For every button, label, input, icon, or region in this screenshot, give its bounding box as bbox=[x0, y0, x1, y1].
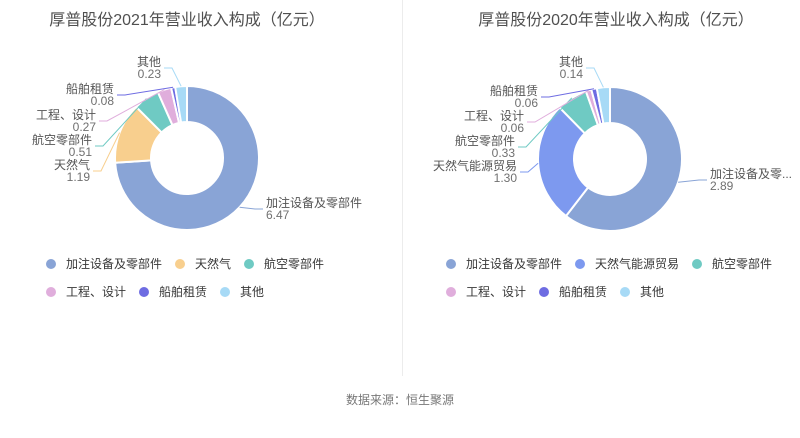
legend-label: 航空零部件 bbox=[712, 257, 773, 271]
callout-value-3: 0.27 bbox=[73, 120, 97, 134]
legend-item-5[interactable]: 其他 bbox=[620, 285, 664, 299]
legend-label: 天然气能源贸易 bbox=[595, 257, 680, 271]
legend-label: 工程、设计 bbox=[466, 285, 527, 299]
callout-label-3: 工程、设计 bbox=[36, 107, 96, 122]
callout-value-0: 2.89 bbox=[710, 179, 734, 193]
legend-dot-icon bbox=[446, 259, 456, 269]
legend-label: 工程、设计 bbox=[66, 285, 127, 299]
legend-row: 加注设备及零部件 天然气能源贸易 航空零部件 bbox=[446, 257, 785, 271]
callout-label-0: 加注设备及零... bbox=[710, 166, 792, 181]
callout-label-5: 其他 bbox=[137, 55, 161, 69]
donut-chart-2020: 加注设备及零...2.89天然气能源贸易1.30航空零部件0.33工程、设计0.… bbox=[433, 55, 792, 232]
callout-label-3: 工程、设计 bbox=[464, 108, 524, 123]
pie-slice-5[interactable] bbox=[174, 85, 188, 124]
callout-value-2: 0.51 bbox=[69, 145, 93, 159]
label-line-3 bbox=[527, 89, 589, 123]
callout-value-5: 0.23 bbox=[138, 67, 162, 81]
legend-label: 船舶租赁 bbox=[159, 285, 208, 299]
callout-label-5: 其他 bbox=[559, 55, 583, 69]
callout-label-2: 航空零部件 bbox=[455, 133, 515, 148]
label-line-0 bbox=[678, 179, 707, 183]
callout-value-4: 0.06 bbox=[515, 96, 539, 110]
legend-label: 天然气 bbox=[195, 257, 232, 271]
legend-label: 船舶租赁 bbox=[559, 285, 608, 299]
legend-2021: 加注设备及零部件 天然气 航空零部件工程、设计 船舶租赁 其他 bbox=[46, 257, 337, 313]
legend-item-2[interactable]: 航空零部件 bbox=[244, 257, 324, 271]
legend-row: 工程、设计 船舶租赁 其他 bbox=[46, 285, 337, 299]
legend-row: 工程、设计 船舶租赁 其他 bbox=[446, 285, 785, 299]
callout-value-5: 0.14 bbox=[560, 67, 584, 81]
legend-item-0[interactable]: 加注设备及零部件 bbox=[446, 257, 562, 271]
legend-dot-icon bbox=[575, 259, 586, 269]
chart-panel-2020: 厚普股份2020年营业收入构成（亿元） 加注设备及零... 2.89 天然气能源贸易… bbox=[400, 0, 800, 438]
callout-value-2: 0.33 bbox=[492, 146, 516, 160]
callout-value-3: 0.06 bbox=[501, 121, 525, 135]
pie-slice-0[interactable] bbox=[114, 85, 260, 231]
callout-value-0: 6.47 bbox=[266, 208, 290, 222]
label-line-1 bbox=[93, 132, 121, 172]
chart-title-2021: 厚普股份2021年营业收入构成（亿元） bbox=[49, 12, 325, 29]
label-line-3 bbox=[99, 89, 165, 122]
legend-2020: 加注设备及零部件 天然气能源贸易 航空零部件工程、设计 船舶租赁 其他 bbox=[446, 257, 785, 313]
legend-label: 航空零部件 bbox=[264, 257, 325, 271]
legend-item-4[interactable]: 船舶租赁 bbox=[139, 285, 207, 299]
label-line-0 bbox=[239, 206, 263, 210]
label-line-5 bbox=[586, 67, 604, 88]
callout-label-4: 船舶租赁 bbox=[66, 81, 114, 96]
legend-dot-icon bbox=[539, 287, 550, 297]
legend-item-2[interactable]: 航空零部件 bbox=[692, 257, 772, 271]
legend-dot-icon bbox=[620, 287, 631, 297]
legend-dot-icon bbox=[446, 287, 456, 297]
legend-row: 加注设备及零部件 天然气 航空零部件 bbox=[46, 257, 337, 271]
legend-dot-icon bbox=[220, 287, 231, 297]
label-line-5 bbox=[164, 67, 182, 87]
label-line-1 bbox=[520, 162, 539, 173]
legend-item-1[interactable]: 天然气 bbox=[175, 257, 231, 271]
pie-slice-1[interactable] bbox=[537, 106, 590, 217]
legend-dot-icon bbox=[46, 287, 56, 297]
legend-item-0[interactable]: 加注设备及零部件 bbox=[46, 257, 162, 271]
legend-item-4[interactable]: 船舶租赁 bbox=[539, 285, 607, 299]
callout-label-1: 天然气 bbox=[54, 157, 90, 172]
legend-label: 加注设备及零部件 bbox=[66, 257, 163, 271]
legend-label: 其他 bbox=[240, 285, 265, 299]
legend-dot-icon bbox=[139, 287, 150, 297]
legend-label: 其他 bbox=[640, 285, 665, 299]
callout-value-4: 0.08 bbox=[91, 94, 115, 108]
legend-dot-icon bbox=[692, 259, 703, 269]
callout-label-2: 航空零部件 bbox=[32, 132, 92, 147]
legend-dot-icon bbox=[244, 259, 255, 269]
legend-dot-icon bbox=[46, 259, 56, 269]
callout-value-1: 1.19 bbox=[67, 170, 91, 184]
legend-label: 加注设备及零部件 bbox=[466, 257, 563, 271]
callout-label-4: 船舶租赁 bbox=[490, 83, 538, 98]
label-line-4 bbox=[541, 88, 595, 98]
callout-value-1: 1.30 bbox=[494, 171, 518, 185]
chart-panel-2021: 厚普股份2021年营业收入构成（亿元） 加注设备及零部件 6.47 天然气 1.19 航… bbox=[32, 12, 362, 313]
legend-item-3[interactable]: 工程、设计 bbox=[446, 285, 526, 299]
legend-dot-icon bbox=[175, 259, 186, 269]
legend-item-1[interactable]: 天然气能源贸易 bbox=[575, 257, 679, 271]
pie-slice-5[interactable] bbox=[595, 86, 611, 125]
label-line-2 bbox=[518, 97, 573, 148]
data-source-text: 数据来源：恒生聚源 bbox=[345, 393, 454, 407]
label-line-4 bbox=[117, 86, 174, 96]
pie-slice-0[interactable] bbox=[565, 86, 683, 232]
legend-item-5[interactable]: 其他 bbox=[220, 285, 264, 299]
callout-label-0: 加注设备及零部件 bbox=[266, 195, 362, 210]
label-line-2 bbox=[95, 98, 147, 147]
chart-title-2020: 厚普股份2020年营业收入构成（亿元） bbox=[478, 12, 754, 29]
callout-label-1: 天然气能源贸易 bbox=[433, 158, 517, 173]
legend-item-3[interactable]: 工程、设计 bbox=[46, 285, 126, 299]
panel-divider bbox=[402, 0, 403, 376]
